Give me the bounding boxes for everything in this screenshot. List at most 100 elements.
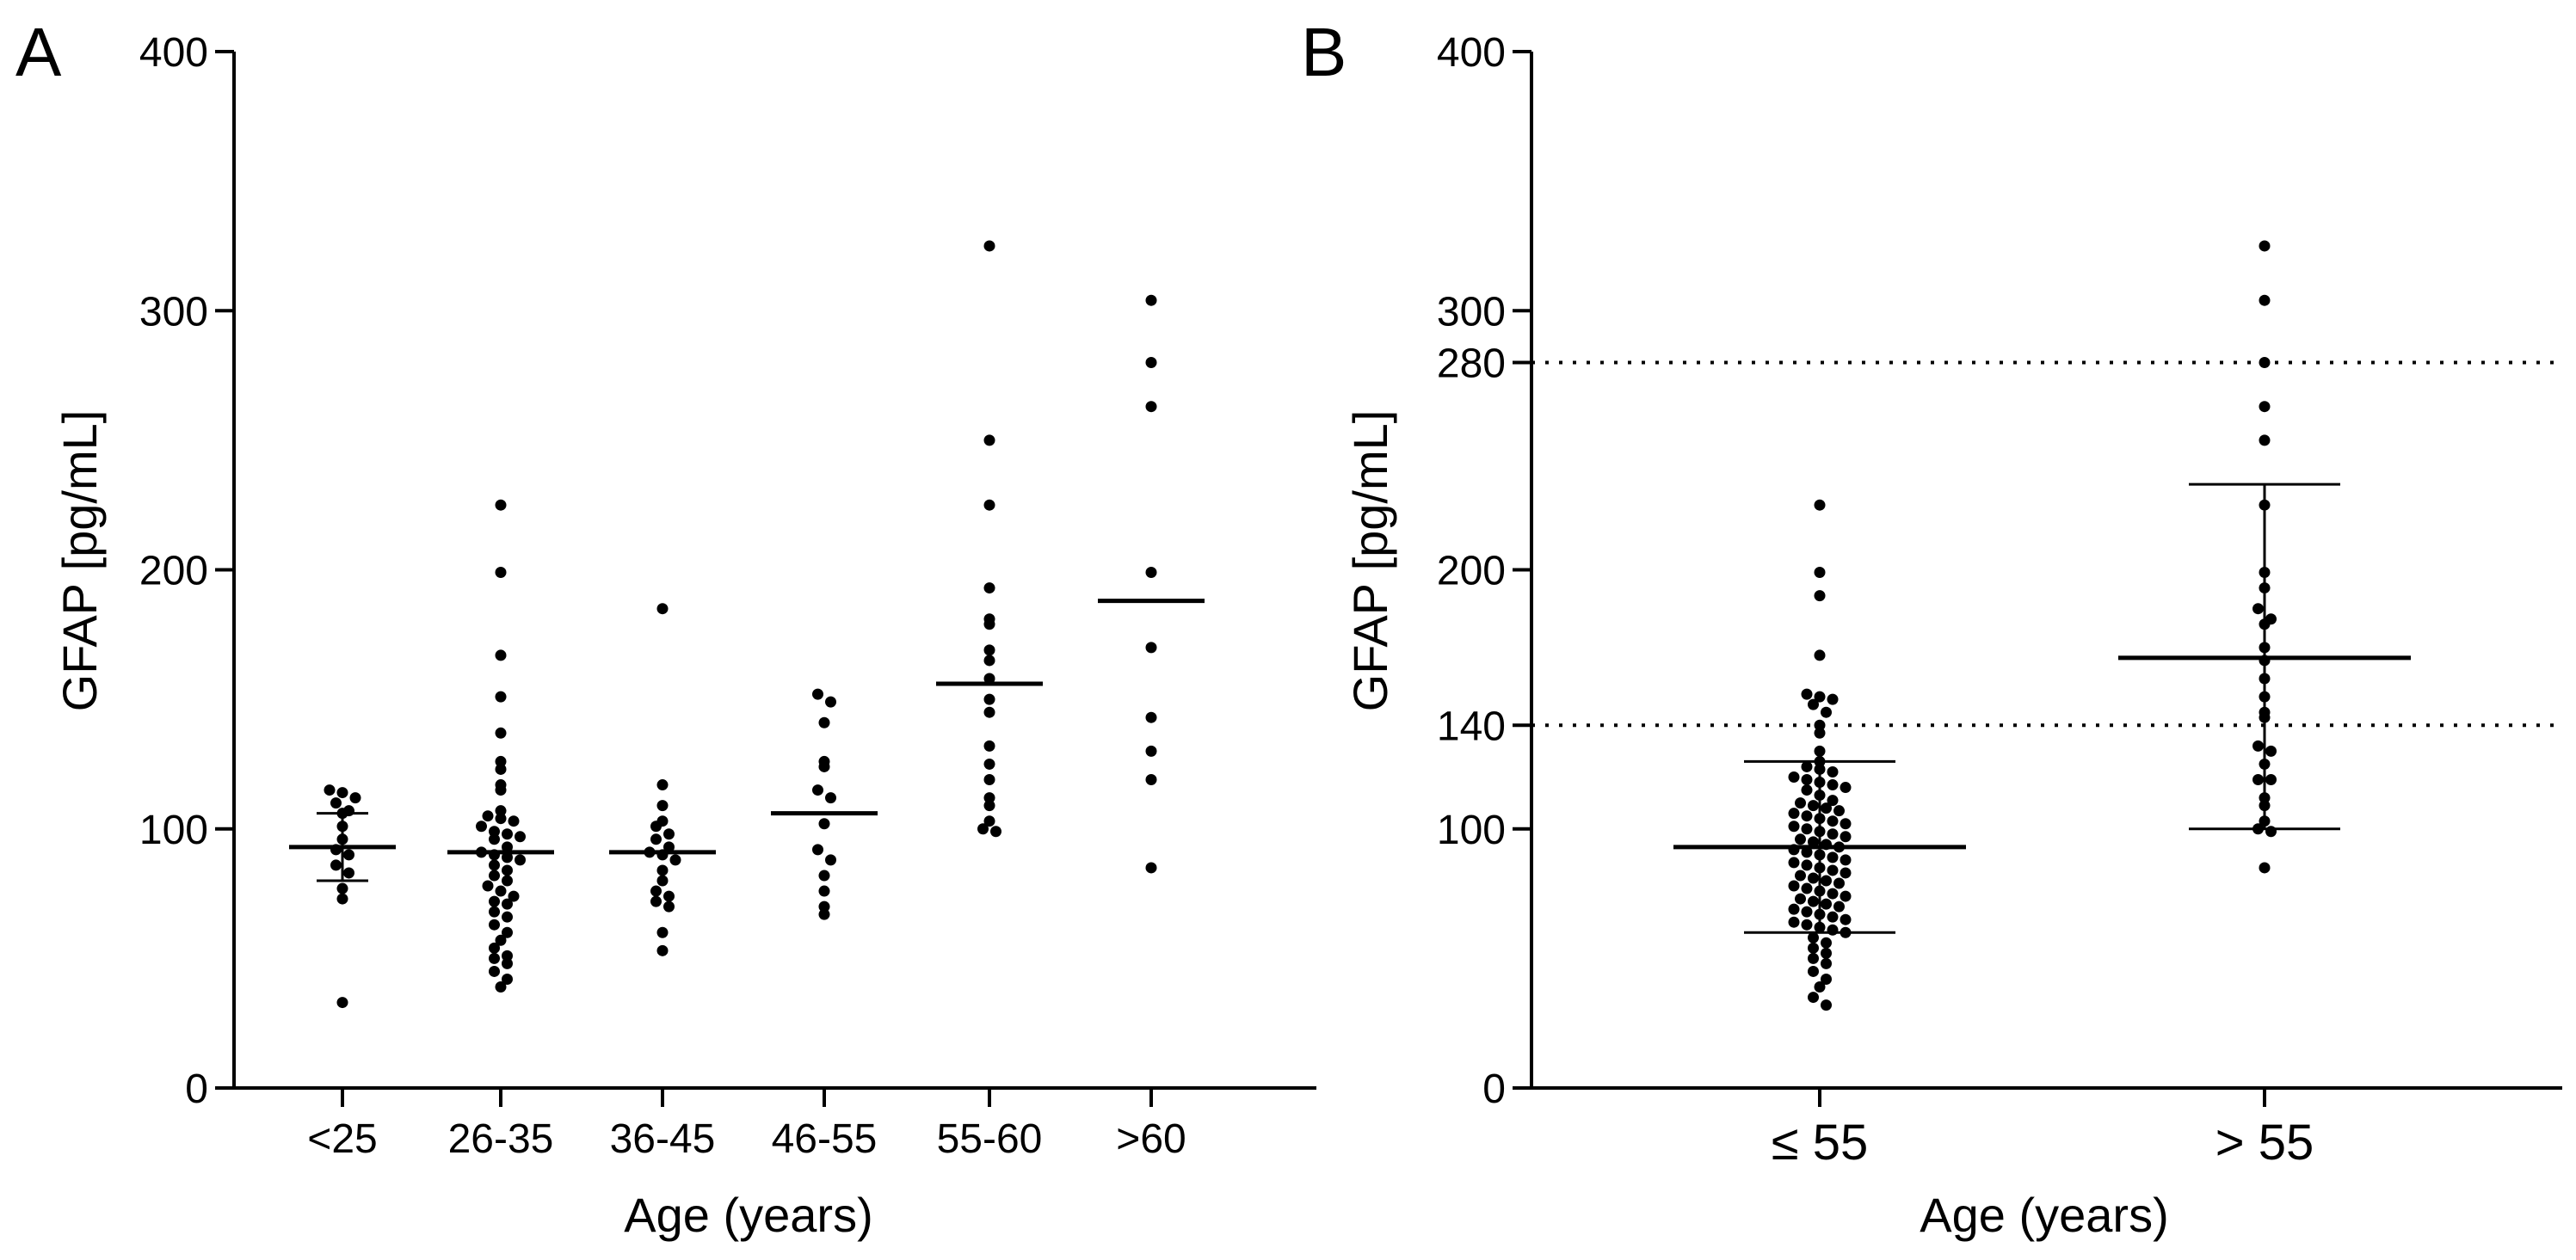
data-point — [2259, 401, 2271, 413]
data-point — [489, 906, 500, 918]
data-point — [1821, 999, 1832, 1011]
data-point — [1827, 924, 1839, 936]
data-point — [825, 854, 836, 866]
data-point — [1814, 649, 1826, 661]
data-point — [663, 828, 675, 840]
data-point — [495, 691, 507, 703]
data-point — [508, 815, 520, 827]
data-point — [983, 582, 995, 594]
data-point — [330, 797, 342, 809]
data-point — [1814, 691, 1826, 703]
data-point — [977, 823, 989, 835]
data-point — [2252, 740, 2264, 752]
x-tick-label: 55-60 — [937, 1116, 1043, 1162]
data-point — [1827, 864, 1839, 876]
data-point — [489, 859, 500, 871]
data-point — [983, 673, 995, 685]
data-point — [495, 649, 507, 661]
data-point — [1840, 818, 1852, 830]
data-point — [489, 895, 500, 907]
data-point — [1801, 810, 1813, 822]
data-point — [2265, 774, 2277, 786]
data-point — [818, 885, 830, 897]
data-point — [2259, 862, 2271, 874]
data-point — [1801, 760, 1813, 772]
data-point — [502, 841, 513, 853]
data-point — [1795, 893, 1806, 905]
data-point — [1821, 898, 1832, 910]
y-tick-label: 300 — [139, 289, 208, 335]
data-point — [983, 434, 995, 446]
panel-b-x-axis-title: Age (years) — [1920, 1188, 2168, 1242]
data-point — [1145, 774, 1157, 786]
data-point — [656, 603, 669, 615]
data-point — [650, 833, 662, 845]
data-point — [1814, 727, 1826, 739]
data-point — [1827, 779, 1839, 791]
panel-b-y-axis: 0 100 140 200 280 300 400 — [1437, 30, 1533, 1112]
data-point — [1840, 831, 1852, 843]
panel-a-letter: A — [15, 14, 62, 90]
data-point — [502, 950, 513, 962]
data-point — [1795, 797, 1806, 809]
data-point — [990, 826, 1001, 838]
data-point — [502, 926, 513, 938]
y-tick-label: 0 — [1482, 1066, 1506, 1112]
data-point — [1814, 981, 1826, 993]
y-tick-label: 400 — [1437, 30, 1506, 76]
data-point — [983, 774, 995, 786]
data-point — [656, 800, 669, 812]
data-point — [1814, 567, 1826, 579]
data-point — [495, 784, 507, 796]
y-tick-label: 300 — [1437, 289, 1506, 335]
data-point — [1833, 877, 1845, 889]
data-point — [502, 973, 513, 985]
data-point — [1788, 880, 1800, 892]
y-tick-label: 100 — [1437, 808, 1506, 853]
panel-a-x-axis: <25 26-35 36-45 46-55 55-60 >60 — [234, 1086, 1316, 1162]
data-point — [1801, 882, 1813, 894]
data-point — [818, 760, 830, 772]
data-point — [1821, 947, 1832, 959]
data-point — [1821, 706, 1832, 718]
panel-a-summary-lines — [289, 599, 1205, 882]
data-point — [1814, 719, 1826, 731]
data-point — [983, 792, 995, 804]
data-point — [330, 859, 342, 871]
data-point — [663, 841, 675, 853]
data-point — [489, 826, 500, 838]
data-point — [1827, 828, 1839, 840]
panel-a: A 0 100 200 300 400 <25 26-35 36-45 46-55 55-60 >… — [15, 14, 1316, 1242]
data-point — [1145, 294, 1157, 306]
data-point — [1808, 872, 1819, 884]
data-point — [1145, 567, 1157, 579]
data-point — [983, 618, 995, 630]
data-point — [1814, 590, 1826, 602]
data-point — [482, 880, 494, 892]
panel-a-x-axis-title: Age (years) — [624, 1188, 872, 1242]
data-point — [1821, 973, 1832, 985]
data-point — [1788, 771, 1800, 783]
data-point — [502, 957, 513, 969]
data-point — [818, 870, 830, 882]
data-point — [1808, 836, 1819, 848]
data-point — [2265, 745, 2277, 757]
data-point — [1145, 711, 1157, 723]
data-point — [495, 805, 507, 817]
data-point — [1827, 911, 1839, 923]
data-point — [1808, 698, 1819, 710]
panel-b-points — [1788, 240, 2277, 1011]
data-point — [663, 900, 675, 913]
data-point — [489, 833, 500, 845]
data-point — [1840, 867, 1852, 879]
data-point — [502, 851, 513, 864]
data-point — [1808, 992, 1819, 1004]
data-point — [1827, 765, 1839, 778]
data-point — [1145, 401, 1157, 413]
data-point — [1145, 862, 1157, 874]
data-point — [983, 655, 995, 667]
x-tick-label: > 55 — [2215, 1115, 2314, 1171]
x-tick-label: 46-55 — [772, 1116, 878, 1162]
data-point — [336, 997, 348, 1009]
data-point — [825, 696, 836, 708]
